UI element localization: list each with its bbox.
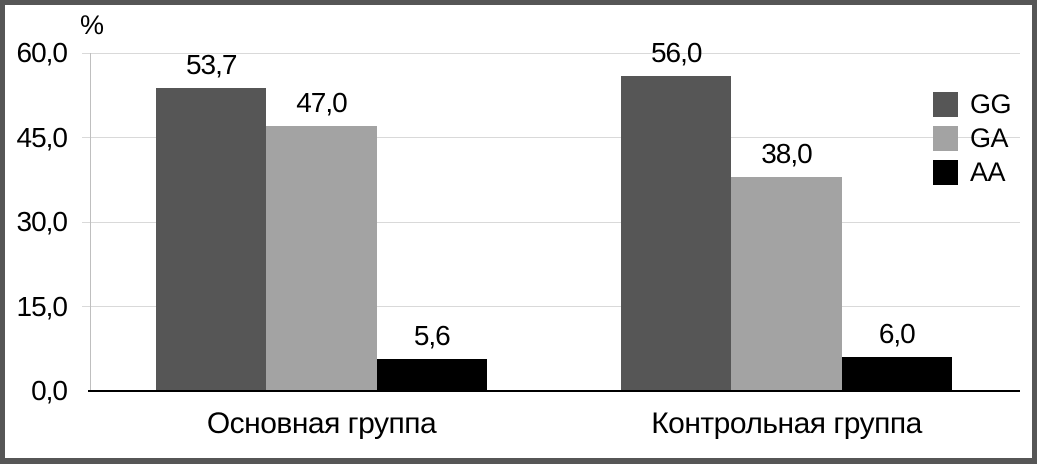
value-label-AA-0: 5,6	[413, 320, 451, 352]
y-axis-tick-label: 30,0	[16, 206, 69, 237]
y-axis-tick-label: 45,0	[16, 121, 69, 153]
bar-GG-1	[621, 75, 732, 391]
legend-label-AA: AA	[970, 157, 1006, 187]
y-axis-unit-label: %	[79, 10, 104, 40]
category-label-0: Основная группа	[206, 407, 437, 440]
legend-swatch-GG	[933, 92, 958, 117]
bar-GA-1	[731, 176, 842, 391]
gridline	[82, 221, 1020, 223]
bar-GA-0	[266, 126, 377, 391]
value-label-GG-1: 56,0	[650, 36, 703, 68]
gridline	[82, 52, 1020, 54]
x-axis-line	[88, 390, 1020, 392]
y-axis-tick-label: 60,0	[16, 37, 69, 68]
value-label-AA-1: 6,0	[878, 318, 916, 350]
bar-AA-0	[376, 359, 487, 391]
legend-swatch-GA	[933, 126, 958, 151]
gridline	[82, 306, 1020, 307]
value-label-GA-1: 38,0	[761, 137, 813, 169]
category-label-1: Контрольная группа	[651, 407, 922, 440]
y-axis-tick-label: 0,0	[31, 375, 68, 406]
y-axis-line	[90, 53, 91, 391]
legend-label-GA: GA	[970, 123, 1009, 153]
y-axis-tick-label: 15,0	[16, 290, 69, 322]
legend-label-GG: GG	[970, 89, 1012, 119]
value-label-GG-0: 53,7	[185, 49, 238, 81]
bar-AA-1	[841, 357, 952, 391]
legend-swatch-AA	[933, 160, 958, 185]
gridline	[82, 137, 1020, 138]
bar-GG-0	[156, 88, 267, 391]
value-label-GA-0: 47,0	[296, 87, 348, 119]
